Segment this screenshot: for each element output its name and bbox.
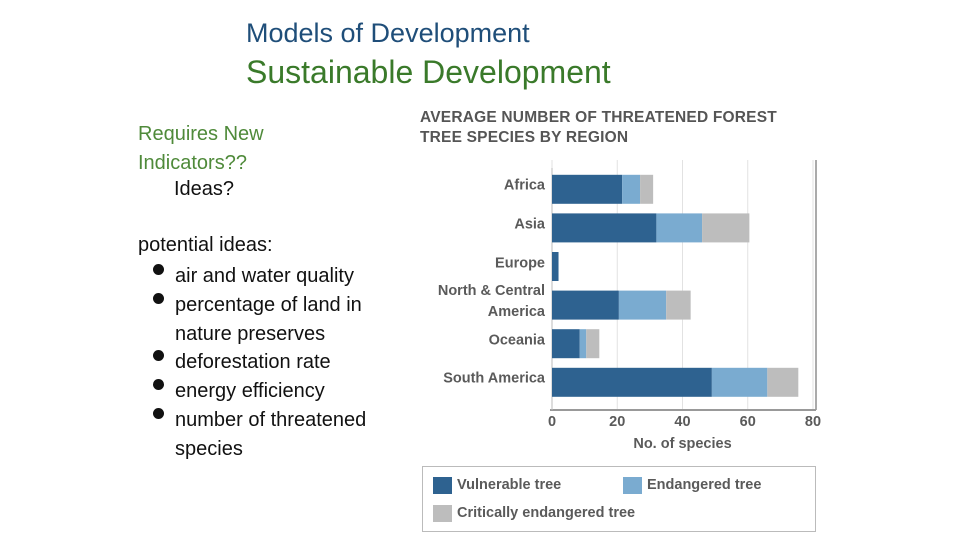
category-label: Europe — [495, 255, 545, 271]
bullet: percentage of land in nature preserves — [138, 291, 415, 349]
question: Ideas? — [174, 178, 235, 200]
x-tick-label: 0 — [548, 414, 556, 430]
title: Sustainable Development — [246, 54, 611, 90]
bar-segment — [552, 174, 623, 204]
bullet: number of threatened species — [138, 406, 415, 464]
bullet: energy efficiency — [138, 377, 415, 406]
bar-segment — [702, 213, 750, 243]
bar-segment — [767, 367, 799, 397]
bar-segment — [586, 329, 600, 359]
bullet: air and water quality — [138, 262, 415, 291]
category-label: Africa — [503, 177, 545, 194]
category-label: Oceania — [488, 332, 545, 349]
category-label: South America — [443, 370, 545, 387]
legend-swatch — [433, 505, 452, 522]
bar-segment — [656, 213, 703, 243]
bullet-list: air and water quality percentage of land … — [138, 262, 415, 464]
legend-swatch — [433, 477, 452, 494]
prompt: Requires New Indicators?? — [138, 123, 264, 174]
category-label: North & Central America — [437, 283, 545, 321]
list-title: potential ideas: — [138, 234, 273, 256]
x-axis-title: No. of species — [633, 436, 731, 452]
bar-segment — [552, 329, 580, 359]
bar-segment — [552, 367, 712, 397]
legend-swatch — [623, 477, 642, 494]
chart-title: AVERAGE NUMBER OF THREATENED FOREST TREE… — [420, 109, 777, 146]
legend: Vulnerable tree Endangered tree Critically… — [422, 466, 816, 532]
heading: Models of Development — [246, 18, 530, 48]
x-tick-label: 20 — [609, 414, 625, 430]
bar-segment — [711, 367, 768, 397]
legend-label: Critically endangered tree — [457, 505, 636, 521]
category-label: Asia — [514, 216, 545, 233]
bar-segment — [618, 290, 667, 320]
bar-segment — [579, 329, 587, 359]
bar-segment — [552, 290, 619, 320]
bar-segment — [622, 174, 641, 204]
x-tick-label: 80 — [805, 414, 821, 430]
bar-segment — [640, 174, 654, 204]
bullet: deforestation rate — [138, 348, 415, 377]
bar-segment — [666, 290, 691, 320]
x-tick-label: 60 — [740, 414, 756, 430]
bar-segment — [552, 252, 559, 281]
bar-segment — [552, 213, 657, 243]
legend-label: Endangered tree — [647, 477, 762, 493]
legend-label: Vulnerable tree — [457, 477, 562, 493]
x-tick-label: 40 — [674, 414, 690, 430]
